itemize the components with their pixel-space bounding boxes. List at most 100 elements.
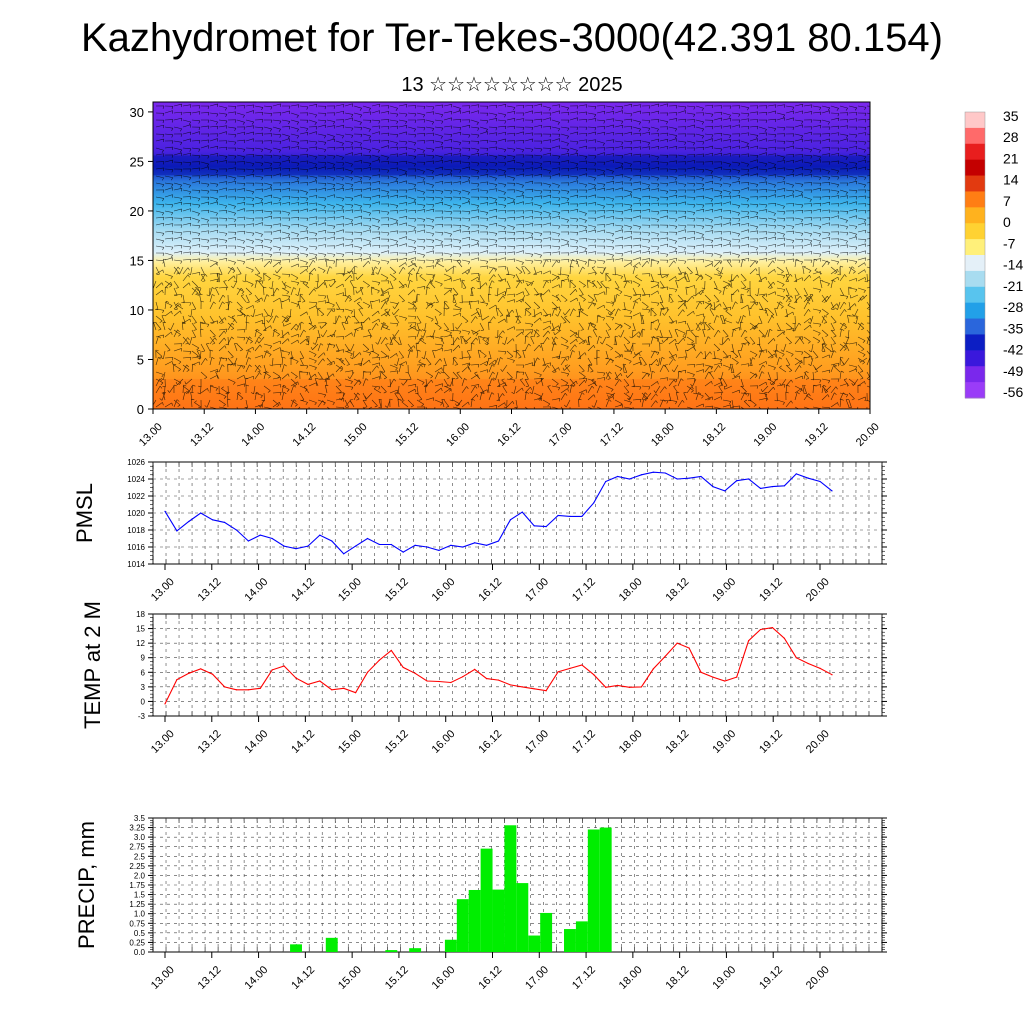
wind-barb [281, 126, 291, 128]
wind-barb-flag [586, 111, 588, 115]
wind-barb [281, 195, 290, 198]
wind-barb-flag [754, 294, 758, 297]
wind-barb-flag [296, 115, 299, 119]
wind-barb [371, 139, 380, 142]
wind-barb [686, 266, 693, 273]
wind-barb-flag [782, 157, 785, 160]
wind-barb-flag [737, 255, 740, 258]
wind-barb [677, 105, 686, 108]
wind-barb [515, 259, 524, 263]
wind-barb [677, 224, 686, 227]
wind-barb [515, 279, 524, 282]
wind-barb [353, 194, 362, 198]
wind-barb-flag [531, 105, 534, 109]
wind-barb [407, 224, 416, 228]
wind-barb-flag [747, 204, 750, 208]
wind-barb [416, 153, 425, 156]
wind-barb [668, 224, 677, 227]
wind-barb-flag [684, 260, 687, 264]
wind-barb [173, 147, 182, 151]
wind-barb-flag [456, 259, 460, 262]
wind-barb [362, 154, 371, 156]
wind-barb [524, 259, 533, 262]
wind-barb-flag [702, 169, 705, 173]
wind-barb [299, 252, 308, 255]
wind-barb [191, 140, 201, 142]
wind-barb-flag [521, 192, 524, 195]
wind-barb [704, 133, 713, 136]
wind-barb-flag [765, 148, 768, 152]
wind-barb-flag [202, 280, 206, 282]
wind-barb [506, 280, 511, 289]
wind-barb-flag [684, 106, 687, 110]
wind-barb [425, 140, 435, 142]
wind-barb-flag [414, 210, 417, 214]
wind-barb [587, 280, 596, 286]
wind-barb-flag [477, 183, 480, 187]
wind-barb [821, 209, 830, 212]
wind-barb [308, 245, 317, 248]
wind-barb [623, 189, 632, 193]
wind-barb [488, 196, 497, 200]
wind-barb-flag [431, 121, 435, 125]
wind-barb-flag [388, 132, 390, 137]
wind-barb-flag [819, 140, 822, 144]
wind-barb [299, 230, 308, 233]
wind-barb [299, 160, 308, 163]
wind-barb-flag [781, 284, 785, 287]
wind-barb-flag [323, 205, 326, 209]
wind-barb-flag [540, 260, 543, 264]
wind-barb-flag [287, 136, 290, 139]
wind-barb [434, 231, 443, 233]
wind-barb-flag [279, 120, 282, 124]
wind-barb [236, 259, 245, 263]
wind-barb-flag [783, 252, 786, 256]
wind-barb [632, 126, 641, 130]
wind-barb-flag [522, 127, 525, 131]
wind-barb [335, 237, 344, 240]
wind-barb [641, 245, 650, 248]
wind-barb [839, 238, 848, 242]
wind-barb [236, 147, 245, 150]
wind-barb [623, 236, 632, 240]
wind-barb [623, 262, 631, 268]
wind-barb-flag [351, 114, 354, 118]
wind-barb-flag [792, 226, 795, 230]
wind-barb [704, 138, 713, 142]
wind-barb-flag [368, 241, 371, 244]
wind-barb-flag [360, 232, 363, 236]
wind-barb [173, 140, 182, 143]
wind-barb [488, 258, 497, 261]
wind-barb [155, 203, 165, 205]
wind-barb-flag [352, 252, 354, 256]
wind-barb-flag [495, 105, 498, 109]
wind-barb [515, 201, 524, 205]
wind-barb-flag [377, 220, 380, 223]
wind-barb-flag [216, 190, 219, 194]
wind-barb [335, 175, 344, 179]
wind-barb [299, 269, 307, 275]
wind-barb [299, 237, 308, 240]
wind-barb [362, 126, 371, 130]
wind-barb-flag [248, 293, 252, 296]
wind-barb-flag [746, 143, 749, 147]
wind-barb [758, 237, 767, 240]
wind-barb-flag [567, 191, 570, 195]
wind-barb [686, 258, 695, 261]
wind-barb [578, 111, 587, 114]
wind-barb [416, 286, 425, 289]
wind-barb-flag [225, 168, 228, 172]
wind-barb-flag [576, 105, 579, 109]
wind-barb-flag [639, 210, 642, 214]
wind-barb [749, 203, 758, 205]
wind-barb-flag [829, 209, 831, 213]
wind-barb [155, 210, 164, 214]
wind-barb [182, 202, 191, 205]
wind-barb-flag [801, 245, 804, 249]
wind-barb-flag [414, 184, 417, 188]
wind-barb-flag [738, 163, 741, 166]
wind-barb-flag [310, 272, 313, 275]
wind-barb [436, 262, 445, 268]
wind-barb-flag [494, 198, 497, 202]
wind-barb [821, 280, 830, 284]
